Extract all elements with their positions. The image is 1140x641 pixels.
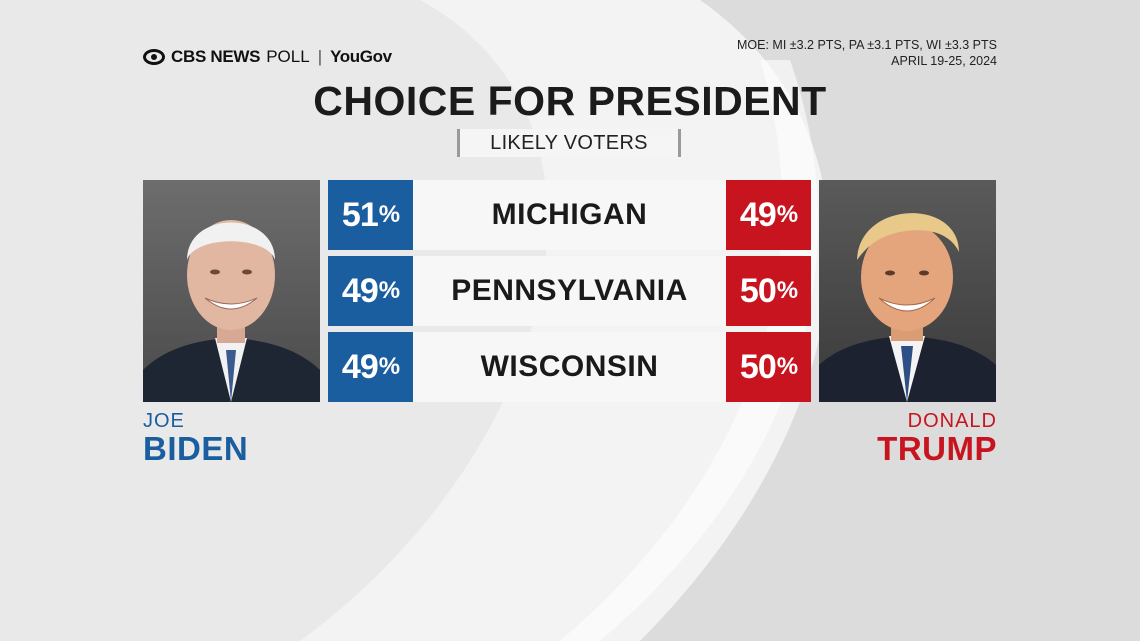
state-name: MICHIGAN	[491, 198, 648, 231]
brand-poll: POLL	[266, 47, 310, 66]
biden-portrait-illustration	[143, 220, 320, 402]
trump-portrait-illustration	[819, 213, 996, 402]
state-name: WISCONSIN	[480, 350, 659, 383]
brand-name: CBS NEWS	[171, 47, 261, 66]
trump-percent: 50%	[726, 332, 811, 402]
state-name: PENNSYLVANIA	[451, 274, 688, 307]
subtitle: LIKELY VOTERS	[490, 131, 648, 154]
trump-value: 50	[739, 271, 777, 310]
subtitle-box: LIKELY VOTERS	[457, 129, 681, 157]
biden-portrait	[143, 180, 320, 402]
state-row-wisconsin: 49% WISCONSIN 50%	[328, 332, 811, 402]
percent-sign: %	[378, 201, 400, 228]
trump-value: 49	[739, 195, 777, 234]
biden-value: 51	[341, 195, 379, 234]
partner-logo: YouGov	[330, 47, 392, 66]
state-row-pennsylvania: 49% PENNSYLVANIA 50%	[328, 256, 811, 326]
percent-sign: %	[776, 201, 798, 228]
margin-of-error: MOE: MI ±3.2 PTS, PA ±3.1 PTS, WI ±3.3 P…	[737, 37, 997, 69]
candidate-name-biden: JOE BIDEN	[143, 410, 248, 466]
percent-sign: %	[378, 353, 400, 380]
percent-sign: %	[776, 353, 798, 380]
biden-value: 49	[341, 271, 379, 310]
page-title: CHOICE FOR PRESIDENT	[313, 78, 827, 124]
state-row-michigan: 51% MICHIGAN 49%	[328, 180, 811, 250]
trump-percent: 49%	[726, 180, 811, 250]
poll-dates: APRIL 19-25, 2024	[891, 54, 997, 68]
brand-separator: |	[317, 47, 323, 66]
candidate-name-trump: DONALD TRUMP	[877, 410, 997, 466]
candidate-first-name: JOE	[143, 410, 185, 432]
trump-percent: 50%	[726, 256, 811, 326]
biden-value: 49	[341, 347, 379, 386]
moe-text: MOE: MI ±3.2 PTS, PA ±3.1 PTS, WI ±3.3 P…	[736, 38, 997, 52]
biden-percent: 51%	[328, 180, 413, 250]
biden-percent: 49%	[328, 256, 413, 326]
biden-percent: 49%	[328, 332, 413, 402]
brand-header: CBS NEWS POLL | YouGov	[143, 47, 392, 67]
trump-value: 50	[739, 347, 777, 386]
cbs-eye-icon	[143, 49, 165, 65]
percent-sign: %	[378, 277, 400, 304]
candidate-last-name: BIDEN	[143, 430, 249, 467]
candidate-last-name: TRUMP	[877, 430, 997, 467]
candidate-first-name: DONALD	[907, 410, 997, 432]
percent-sign: %	[776, 277, 798, 304]
trump-portrait	[819, 180, 996, 402]
